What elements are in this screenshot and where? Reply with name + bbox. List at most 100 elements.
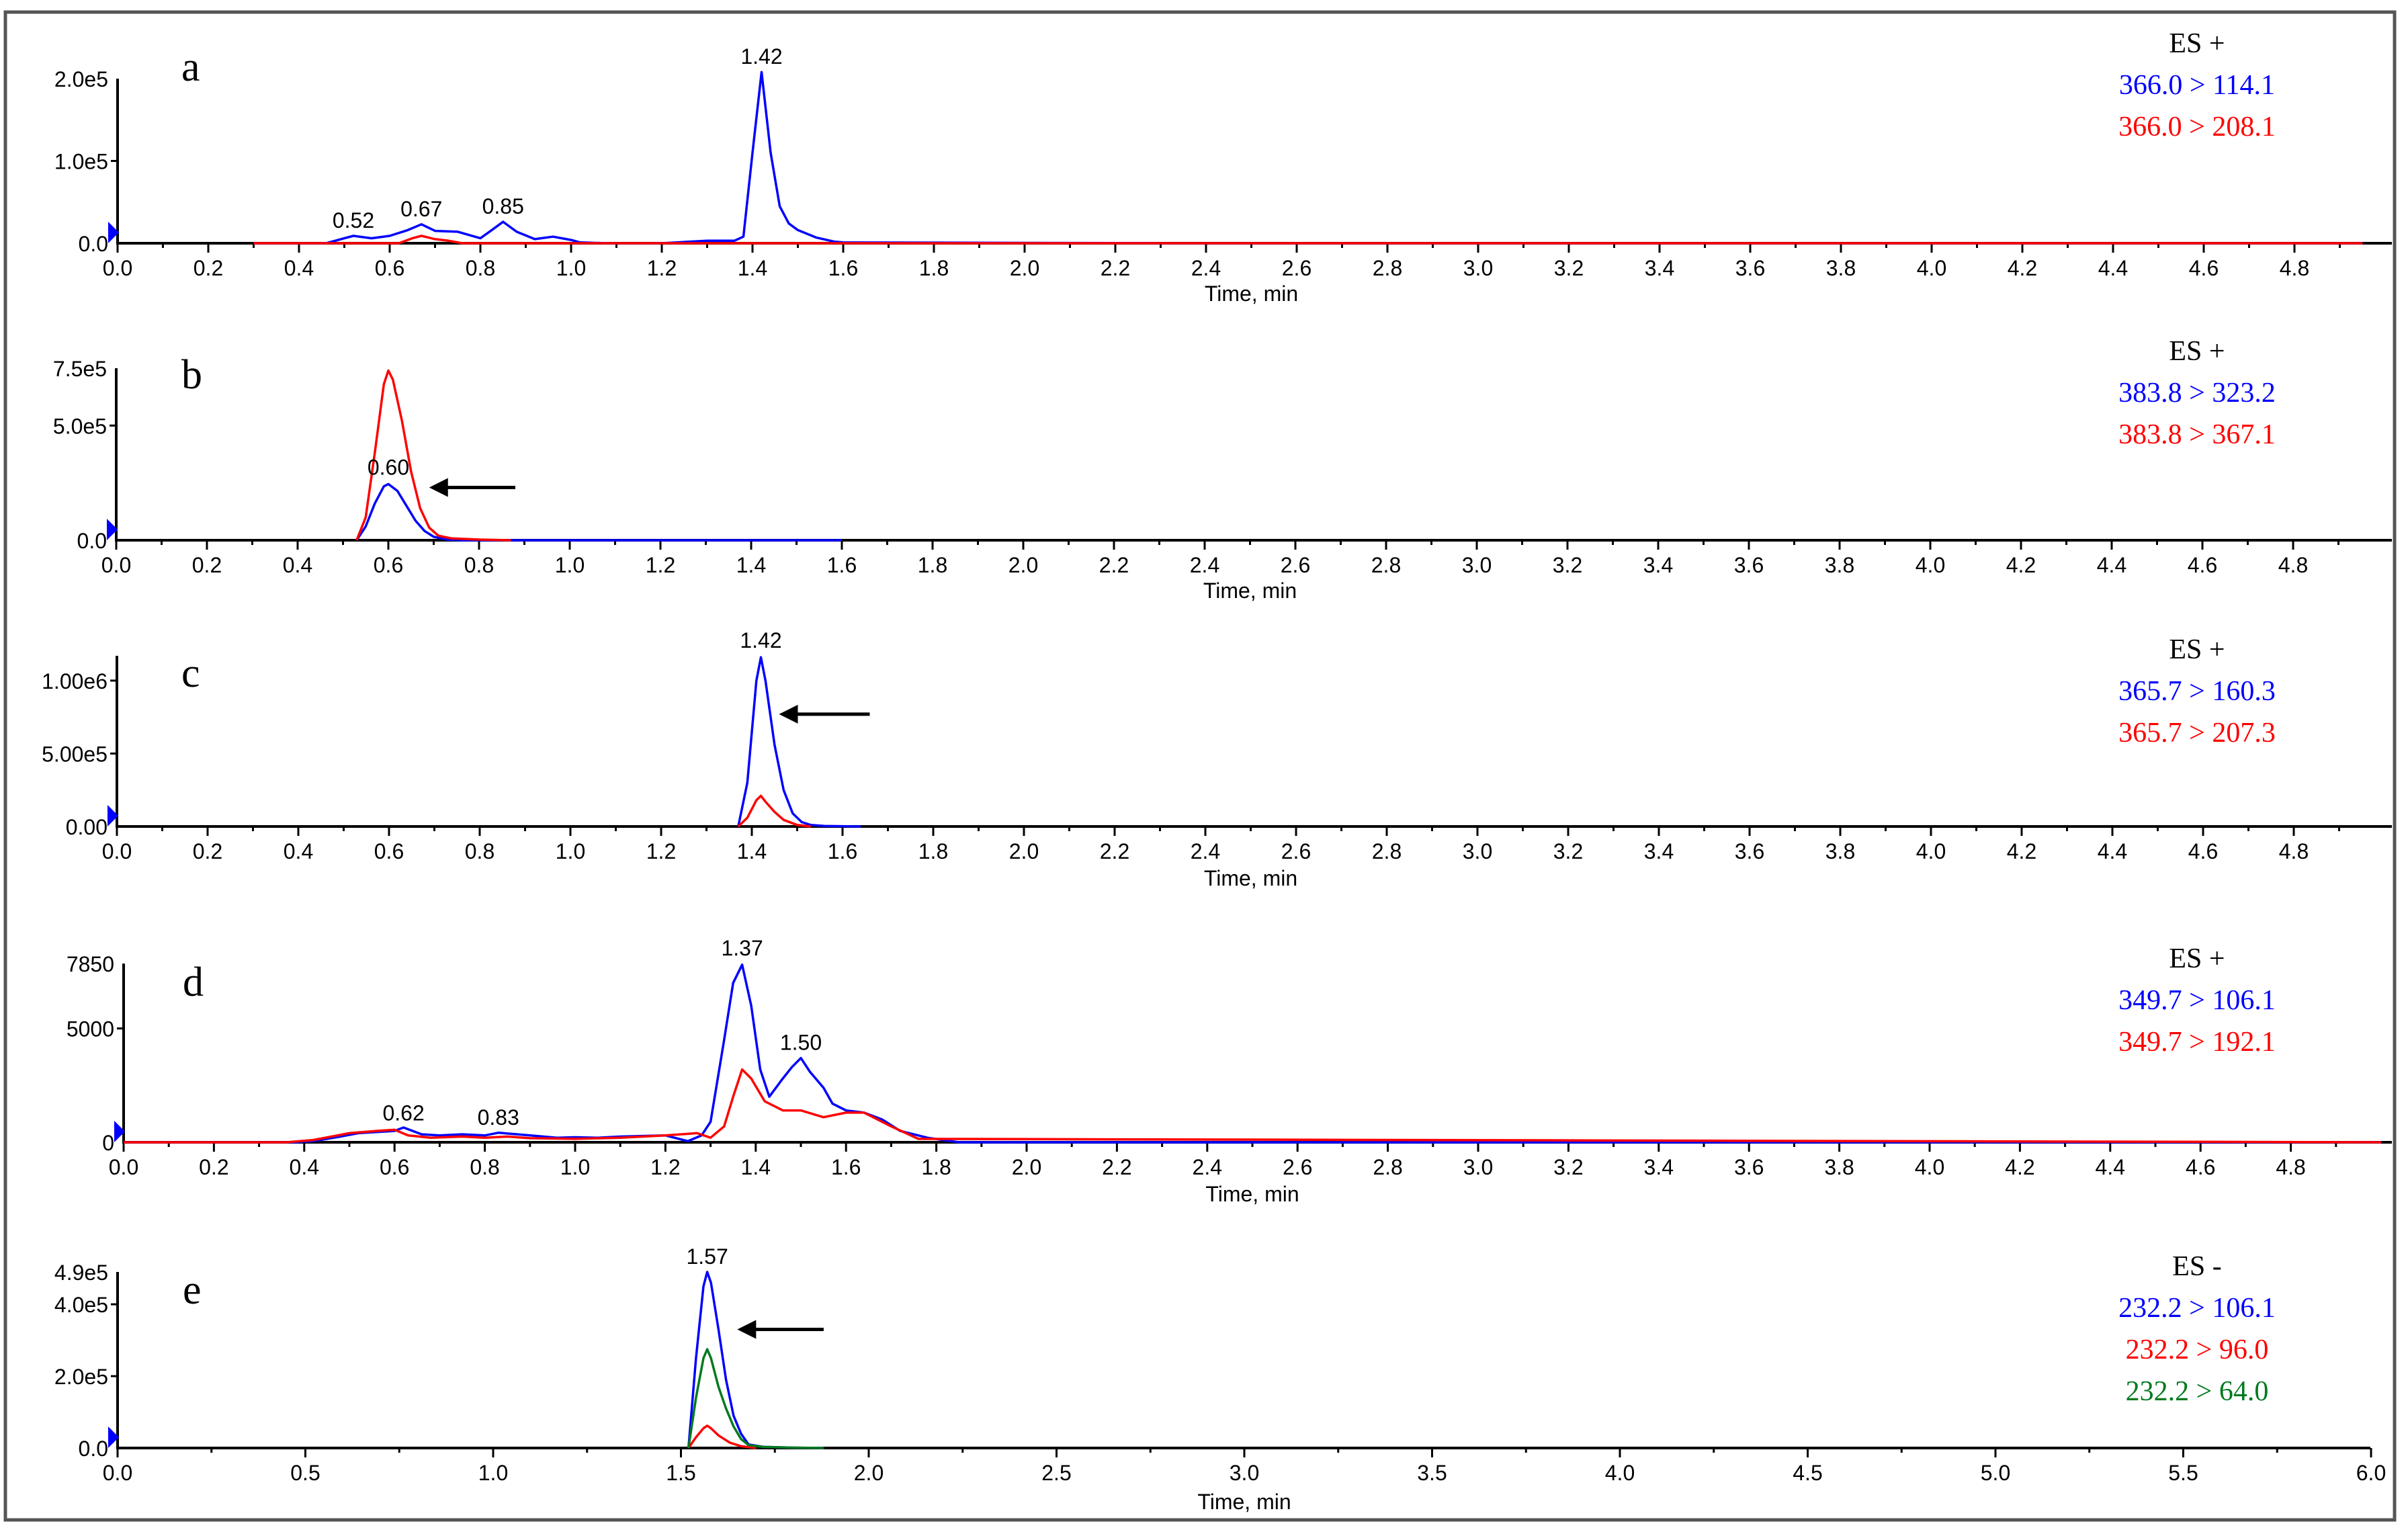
baseline-marker-icon — [107, 519, 118, 540]
x-tick-label: 2.4 — [1191, 256, 1221, 280]
x-tick-label: 4.8 — [2276, 1155, 2305, 1179]
x-axis-title: Time, min — [1205, 1182, 1299, 1206]
x-tick-label: 2.5 — [1041, 1461, 1071, 1485]
y-tick-label: 5.0e5 — [53, 414, 107, 438]
legend-title: ES + — [2169, 634, 2225, 665]
panel-a: 0.0 0.2 0.4 0.6 0.8 1.0 1.2 1.4 1.6 1.8 2.0 2.2 2.4 2… — [54, 28, 2392, 306]
x-tick-label: 1.4 — [741, 1155, 771, 1179]
x-tick-label: 4.2 — [2005, 1155, 2034, 1179]
legend-item: 232.2 > 64.0 — [2126, 1376, 2269, 1407]
figure-border — [3, 10, 2397, 1522]
x-tick-label: 0.0 — [101, 553, 131, 577]
legend-item: 232.2 > 106.1 — [2118, 1293, 2276, 1324]
y-tick-label: 5000 — [67, 1017, 114, 1041]
x-tick-label: 0.2 — [194, 256, 223, 280]
x-tick-label: 4.4 — [2098, 256, 2128, 280]
peak-label: 1.37 — [721, 936, 763, 960]
x-tick-label: 1.8 — [921, 1155, 951, 1179]
x-tick-label: 0.0 — [103, 256, 132, 280]
x-tick-label: 3.6 — [1735, 256, 1765, 280]
x-tick-label: 2.2 — [1099, 553, 1129, 577]
x-tick-label: 2.6 — [1281, 553, 1310, 577]
x-tick-label: 3.2 — [1554, 256, 1584, 280]
panel-d: 0.0 0.2 0.4 0.6 0.8 1.0 1.2 1.4 1.6 1.8 2.0 2.2 2.4 2… — [67, 936, 2392, 1206]
x-tick-label: 1.2 — [647, 256, 677, 280]
x-tick-label: 0.6 — [374, 839, 404, 863]
x-tick-label: 3.2 — [1553, 1155, 1583, 1179]
legend-item: 366.0 > 114.1 — [2119, 70, 2275, 101]
x-tick-label: 2.8 — [1373, 1155, 1402, 1179]
x-tick-label: 1.6 — [828, 839, 857, 863]
legend-item: 349.7 > 106.1 — [2118, 985, 2276, 1016]
peak-label: 0.67 — [400, 197, 442, 221]
x-tick-label: 5.5 — [2168, 1461, 2198, 1485]
legend-item: 349.7 > 192.1 — [2118, 1027, 2276, 1058]
x-tick-label: 1.6 — [828, 256, 858, 280]
x-tick-label: 4.5 — [1793, 1461, 1822, 1485]
x-tick-label: 0.8 — [465, 839, 494, 863]
x-tick-label: 0.6 — [375, 256, 404, 280]
trace-383-8-367-1 — [355, 369, 511, 542]
x-tick-label: 0.0 — [109, 1155, 138, 1179]
panels-container: 0.0 0.2 0.4 0.6 0.8 1.0 1.2 1.4 1.6 1.8 2.0 2.2 2.4 2… — [42, 28, 2392, 1514]
x-tick-label: 4.4 — [2098, 839, 2127, 863]
x-tick-label: 1.4 — [737, 839, 767, 863]
legend-title: ES - — [2172, 1251, 2222, 1282]
y-tick-label: 0.00 — [66, 815, 108, 839]
trace-365-7-160-3 — [737, 656, 861, 828]
x-tick-label: 4.2 — [2008, 256, 2037, 280]
legend-item: 383.8 > 367.1 — [2118, 419, 2276, 450]
trace-366-0-208-1 — [253, 235, 2363, 245]
y-tick-label: 0.0 — [79, 232, 108, 256]
x-tick-label: 2.6 — [1283, 1155, 1312, 1179]
trace-365-7-207-3 — [737, 794, 811, 828]
x-tick-label: 4.0 — [1915, 1155, 1944, 1179]
x-tick-label: 4.2 — [2007, 839, 2036, 863]
panel-letter: a — [181, 44, 200, 90]
arrow-left-icon — [737, 1320, 824, 1339]
x-tick-label: 3.0 — [1463, 1155, 1493, 1179]
x-tick-label: 3.8 — [1826, 256, 1856, 280]
baseline-marker-icon — [108, 805, 118, 826]
baseline-marker-icon — [108, 1427, 119, 1448]
y-tick-label: 2.0e5 — [54, 67, 108, 91]
x-tick-label: 1.8 — [918, 839, 948, 863]
legend: ES + 365.7 > 160.3 365.7 > 207.3 — [2118, 634, 2276, 749]
x-tick-label: 4.8 — [2280, 256, 2309, 280]
y-tick-label: 4.9e5 — [54, 1261, 108, 1285]
legend-item: 232.2 > 96.0 — [2126, 1334, 2269, 1365]
panel-letter: e — [183, 1267, 202, 1313]
legend: ES - 232.2 > 106.1 232.2 > 96.0 232.2 > 64.… — [2118, 1251, 2276, 1407]
x-tick-label: 1.4 — [736, 553, 766, 577]
x-axis-title: Time, min — [1205, 282, 1298, 306]
panel-c: 0.0 0.2 0.4 0.6 0.8 1.0 1.2 1.4 1.6 1.8 2.0 2.2 2.4 2… — [42, 628, 2392, 890]
legend-item: 365.7 > 207.3 — [2118, 718, 2276, 749]
x-tick-label: 2.0 — [1012, 1155, 1041, 1179]
peak-label: 1.42 — [740, 44, 782, 69]
x-tick-label: 1.0 — [555, 553, 585, 577]
x-tick-label: 3.4 — [1644, 839, 1674, 863]
x-axis-title: Time, min — [1203, 579, 1297, 603]
x-tick-label: 2.2 — [1102, 1155, 1131, 1179]
trace-232-2-64-0 — [687, 1348, 824, 1449]
arrow-left-icon — [429, 478, 515, 497]
x-tick-label: 1.0 — [556, 839, 585, 863]
x-tick-label: 0.0 — [103, 1461, 132, 1485]
trace-383-8-323-2 — [355, 482, 842, 542]
x-tick-label: 3.0 — [1462, 553, 1492, 577]
y-tick-label: 0.0 — [77, 529, 107, 553]
x-axis-title: Time, min — [1197, 1490, 1291, 1514]
x-tick-label: 2.0 — [854, 1461, 884, 1485]
x-tick-label: 3.0 — [1463, 839, 1492, 863]
x-tick-label: 4.8 — [2278, 553, 2308, 577]
x-tick-label: 4.2 — [2006, 553, 2036, 577]
y-tick-label: 0 — [102, 1131, 114, 1155]
peak-label: 0.62 — [382, 1101, 424, 1125]
y-tick-label: 7850 — [67, 952, 114, 976]
legend-title: ES + — [2169, 28, 2225, 59]
x-tick-label: 0.8 — [466, 256, 495, 280]
x-tick-label: 0.2 — [192, 553, 222, 577]
peak-label: 1.57 — [686, 1244, 728, 1269]
x-tick-label: 4.0 — [1916, 839, 1946, 863]
